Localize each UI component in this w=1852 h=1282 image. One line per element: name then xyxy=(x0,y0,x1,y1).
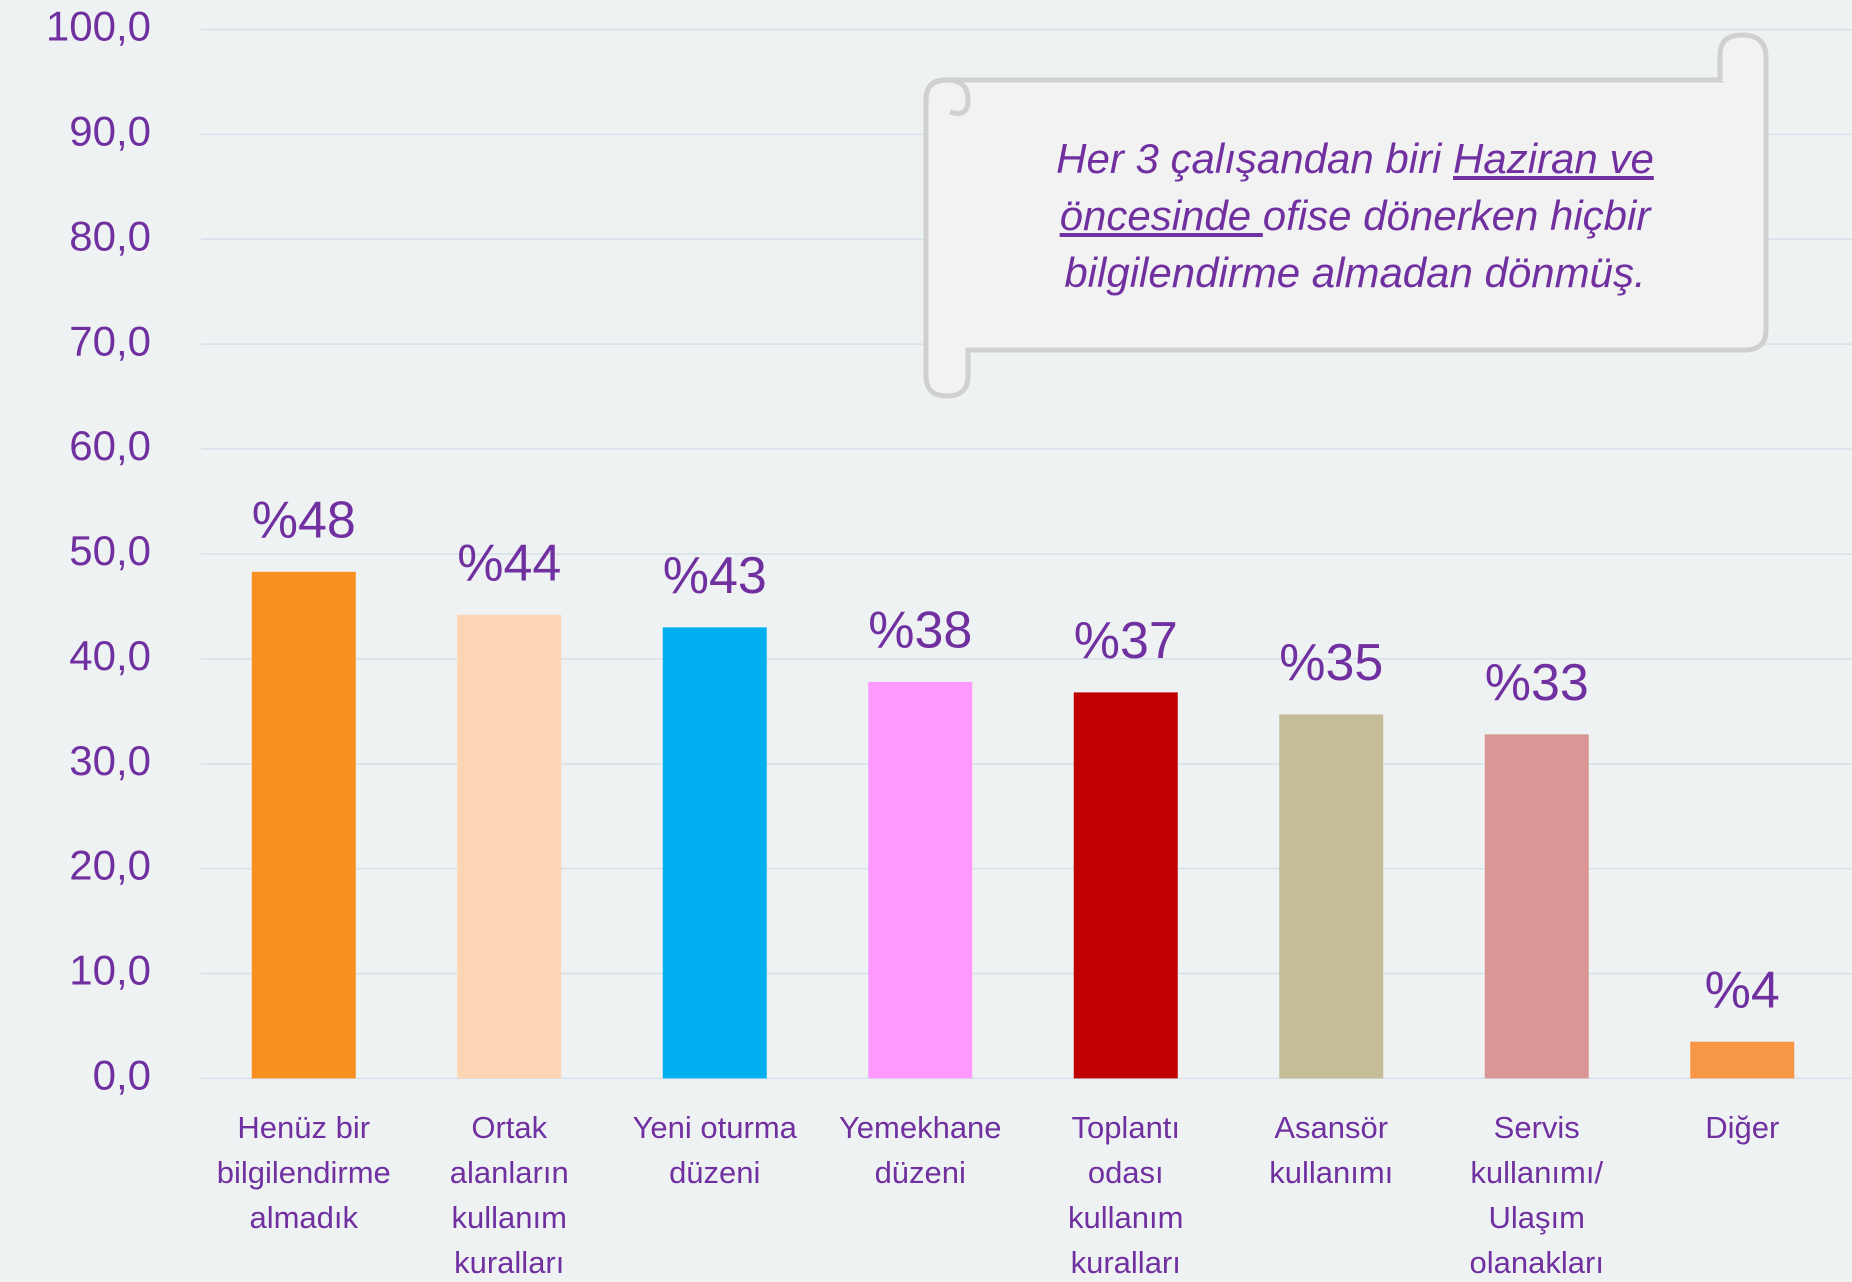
x-tick-label: Ortak alanların kullanım kuralları xyxy=(449,1110,569,1280)
y-tick-label: 80,0 xyxy=(69,212,151,259)
bar xyxy=(1279,714,1384,1079)
bar xyxy=(1690,1041,1795,1079)
annotation-text: ofise dönerken hiçbir bilgilendirme alma… xyxy=(1064,192,1651,296)
y-tick-label: 90,0 xyxy=(69,107,151,154)
value-label: %37 xyxy=(1074,612,1178,670)
value-label: %35 xyxy=(1279,634,1383,692)
annotation: Her 3 çalışandan biri Haziran ve öncesin… xyxy=(1020,130,1690,301)
x-tick-label: Diğer xyxy=(1705,1110,1780,1145)
value-label: %48 xyxy=(252,492,356,550)
x-tick-label: Henüz bir bilgilendirme almadık xyxy=(216,1110,391,1235)
bar xyxy=(1073,692,1178,1079)
value-label: %38 xyxy=(868,602,972,660)
y-tick-label: 0,0 xyxy=(93,1051,151,1098)
y-tick-label: 40,0 xyxy=(69,632,151,679)
y-tick-label: 70,0 xyxy=(69,317,151,364)
y-tick-label: 60,0 xyxy=(69,422,151,469)
y-tick-label: 50,0 xyxy=(69,527,151,574)
y-tick-label: 30,0 xyxy=(69,737,151,784)
bar xyxy=(251,571,356,1079)
value-label: %33 xyxy=(1485,654,1589,712)
value-label: %43 xyxy=(663,547,767,605)
scroll-banner xyxy=(923,32,1769,399)
x-tick-label: Yemekhane düzeni xyxy=(838,1110,1002,1190)
x-tick-label: Asansör kullanımı xyxy=(1269,1110,1394,1190)
bar xyxy=(457,614,562,1079)
y-tick-label: 100,0 xyxy=(46,3,151,50)
x-tick-label: Servis kullanımı/ Ulaşım olanakları xyxy=(1469,1110,1604,1280)
x-tick-label: Toplantı odası kullanım kuralları xyxy=(1068,1110,1184,1280)
bar xyxy=(1484,734,1589,1079)
annotation-text: Her 3 çalışandan biri xyxy=(1056,135,1454,182)
value-label: %4 xyxy=(1705,961,1780,1019)
annotation-underlined: Haziran ve öncesinde xyxy=(1059,135,1654,239)
bar xyxy=(662,627,767,1079)
value-label: %44 xyxy=(457,535,561,593)
x-tick-label: Yeni oturma düzeni xyxy=(632,1110,797,1190)
y-tick-label: 10,0 xyxy=(69,947,151,994)
y-tick-label: 20,0 xyxy=(69,842,151,889)
bar xyxy=(868,681,973,1079)
